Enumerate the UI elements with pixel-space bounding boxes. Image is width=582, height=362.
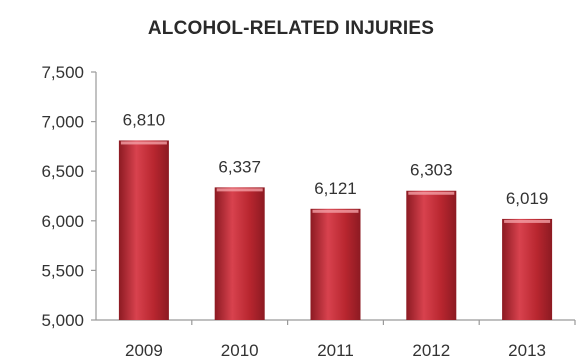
bar-2013 xyxy=(502,218,553,320)
bar-2009 xyxy=(118,140,169,320)
y-tick-label: 6,500 xyxy=(41,162,84,181)
bar-2012 xyxy=(406,190,457,320)
y-tick-label: 6,000 xyxy=(41,212,84,231)
x-tick-label-2013: 2013 xyxy=(508,341,546,360)
data-label-2013: 6,019 xyxy=(506,189,549,208)
y-tick-label: 5,500 xyxy=(41,261,84,280)
data-label-2012: 6,303 xyxy=(410,161,453,180)
data-label-2011: 6,121 xyxy=(314,179,357,198)
x-tick-label-2009: 2009 xyxy=(125,341,163,360)
chart-title: ALCOHOL-RELATED INJURIES xyxy=(147,18,435,39)
y-tick-label: 5,000 xyxy=(41,311,84,330)
bar-highlight xyxy=(312,209,359,213)
x-tick-label-2010: 2010 xyxy=(221,341,259,360)
y-tick-label: 7,500 xyxy=(41,63,84,82)
x-tick-label-2012: 2012 xyxy=(412,341,450,360)
bar-highlight xyxy=(504,219,551,223)
data-label-2010: 6,337 xyxy=(218,157,261,176)
bar-highlight xyxy=(120,141,167,145)
y-tick-label: 7,000 xyxy=(41,113,84,132)
x-tick-label-2011: 2011 xyxy=(317,341,354,360)
bar-2011 xyxy=(310,208,361,320)
data-label-2009: 6,810 xyxy=(123,110,166,129)
bar-highlight xyxy=(408,191,455,195)
bar-2010 xyxy=(214,187,265,320)
bar-highlight xyxy=(216,188,263,192)
